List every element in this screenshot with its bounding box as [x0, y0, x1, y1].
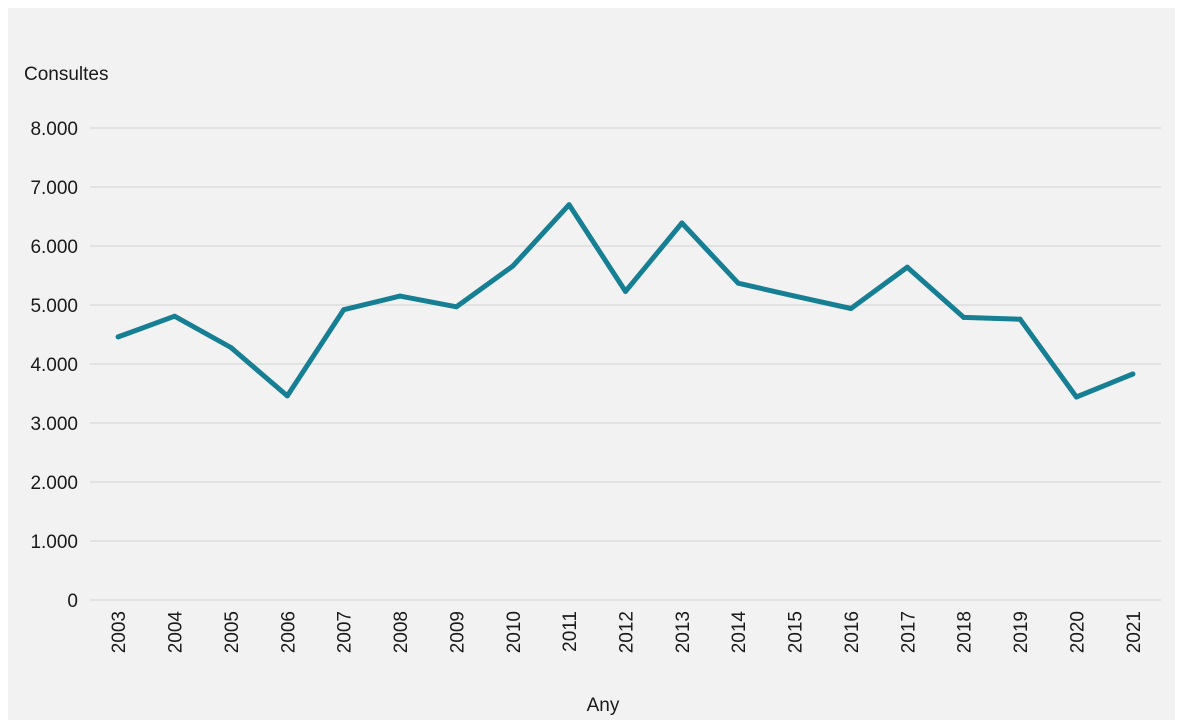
x-tick-label: 2010	[504, 611, 525, 653]
y-tick-label: 0	[67, 591, 78, 612]
x-tick-label: 2007	[335, 611, 356, 653]
x-tick-label: 2006	[278, 611, 299, 653]
data-point	[566, 202, 572, 208]
x-tick-label: 2008	[391, 611, 412, 653]
x-axis-title: Any	[587, 695, 620, 716]
y-tick-label: 1.000	[30, 532, 78, 553]
data-point	[1073, 394, 1079, 400]
series-line	[115, 202, 1136, 400]
data-point	[904, 264, 910, 270]
data-point	[510, 263, 516, 269]
y-tick-label: 8.000	[30, 119, 78, 140]
data-point	[961, 314, 967, 320]
y-tick-label: 7.000	[30, 178, 78, 199]
data-point	[792, 293, 798, 299]
data-point	[735, 280, 741, 286]
x-tick-label: 2019	[1011, 611, 1032, 653]
x-tick-label: 2009	[447, 611, 468, 653]
y-tick-label: 5.000	[30, 296, 78, 317]
data-point	[679, 220, 685, 226]
chart-panel: 0 1.000 2.000 3.000 4.000 5.000 6.000 7.000 8.00…	[8, 8, 1175, 720]
y-tick-label: 3.000	[30, 414, 78, 435]
y-tick-label: 4.000	[30, 355, 78, 376]
data-point	[397, 293, 403, 299]
gridlines	[90, 127, 1161, 601]
x-tick-label: 2011	[560, 611, 581, 652]
y-tick-label: 2.000	[30, 473, 78, 494]
data-point	[341, 307, 347, 313]
data-point	[848, 306, 854, 312]
x-tick-label: 2005	[222, 611, 243, 653]
data-point	[623, 288, 628, 294]
data-point	[115, 334, 121, 340]
x-tick-label: 2016	[842, 611, 863, 653]
x-tick-label: 2020	[1067, 611, 1088, 653]
x-axis-tick-labels: 2003 2004 2005 2006 2007 2008 2009 2010 2011 2012…	[109, 611, 1145, 654]
x-tick-label: 2015	[786, 611, 807, 653]
data-point	[1017, 316, 1023, 322]
data-point	[284, 393, 290, 399]
line-chart: 0 1.000 2.000 3.000 4.000 5.000 6.000 7.000 8.00…	[24, 64, 1161, 716]
data-point	[172, 313, 178, 319]
data-point	[453, 304, 459, 310]
x-tick-label: 2003	[109, 611, 130, 653]
x-tick-label: 2014	[729, 611, 750, 654]
x-tick-label: 2004	[166, 611, 187, 654]
x-tick-label: 2018	[955, 611, 976, 653]
y-tick-label: 6.000	[30, 237, 78, 258]
x-tick-label: 2012	[617, 611, 638, 653]
y-axis-tick-labels: 0 1.000 2.000 3.000 4.000 5.000 6.000 7.000 8.00…	[30, 119, 78, 612]
y-axis-title: Consultes	[24, 64, 109, 85]
series-layer	[115, 202, 1136, 400]
data-point	[1130, 371, 1136, 377]
data-point	[228, 344, 234, 350]
x-tick-label: 2021	[1124, 611, 1145, 653]
x-tick-label: 2017	[898, 611, 919, 653]
x-tick-label: 2013	[673, 611, 694, 653]
